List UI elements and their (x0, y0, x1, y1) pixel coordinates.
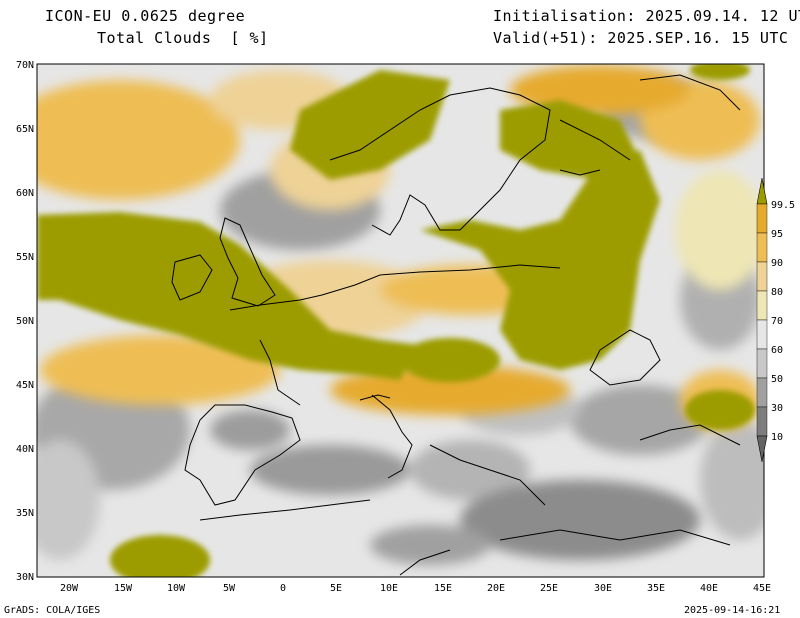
legend-label: 90 (771, 258, 783, 269)
lon-tick-label: 10E (380, 583, 398, 594)
legend-swatch (756, 261, 768, 292)
lon-tick-label: 0 (280, 583, 286, 594)
lon-tick-label: 5W (223, 583, 236, 594)
latitude-axis: 70N 65N 60N 55N 50N 45N 40N 35N 30N (16, 60, 34, 583)
lon-tick-label: 35E (647, 583, 665, 594)
legend-swatch (756, 348, 768, 379)
variable-name: Total Clouds (97, 29, 212, 47)
lat-tick-label: 50N (16, 316, 34, 327)
legend-swatch (756, 377, 768, 408)
variable-unit: [ %] (230, 29, 269, 47)
legend-swatch (756, 319, 768, 350)
lat-tick-label: 30N (16, 572, 34, 583)
lon-tick-label: 40E (700, 583, 718, 594)
legend-swatch (756, 290, 768, 321)
color-legend: 99.5 95 90 80 70 60 50 30 10 (756, 177, 795, 463)
lat-tick-label: 70N (16, 60, 34, 71)
lon-tick-label: 5E (330, 583, 342, 594)
footer-timestamp: 2025-09-14-16:21 (684, 605, 781, 616)
legend-label: 80 (771, 287, 783, 298)
lat-tick-label: 40N (16, 444, 34, 455)
lat-tick-label: 65N (16, 124, 34, 135)
model-title: ICON-EU 0.0625 degree (45, 7, 246, 25)
legend-label: 10 (771, 432, 783, 443)
lon-tick-label: 20E (487, 583, 505, 594)
lat-tick-label: 55N (16, 252, 34, 263)
lon-tick-label: 45E (753, 583, 771, 594)
lat-tick-label: 35N (16, 508, 34, 519)
legend-label: 30 (771, 403, 783, 414)
lon-tick-label: 15E (434, 583, 452, 594)
legend-label: 70 (771, 316, 783, 327)
lon-tick-label: 25E (540, 583, 558, 594)
footer-credit: GrADS: COLA/IGES (4, 605, 101, 616)
lon-tick-label: 15W (114, 583, 133, 594)
valid-time: Valid(+51): 2025.SEP.16. 15 UTC (493, 29, 789, 47)
legend-label: 60 (771, 345, 783, 356)
lon-tick-label: 10W (167, 583, 186, 594)
legend-label: 95 (771, 229, 783, 240)
lat-tick-label: 45N (16, 380, 34, 391)
legend-swatch (756, 406, 768, 437)
init-time: Initialisation: 2025.09.14. 12 UTC (493, 7, 800, 25)
legend-swatch (756, 232, 768, 263)
legend-swatch (756, 203, 768, 234)
longitude-axis: 20W 15W 10W 5W 0 5E 10E 15E 20E 25E 30E … (60, 583, 771, 594)
lon-tick-label: 20W (60, 583, 79, 594)
legend-bottom-arrow (756, 435, 768, 463)
lat-tick-label: 60N (16, 188, 34, 199)
lon-tick-label: 30E (594, 583, 612, 594)
cloud-field (37, 64, 764, 577)
legend-label: 50 (771, 374, 783, 385)
variable-title: Total Clouds [ %] (97, 29, 269, 47)
legend-label: 99.5 (771, 200, 795, 211)
